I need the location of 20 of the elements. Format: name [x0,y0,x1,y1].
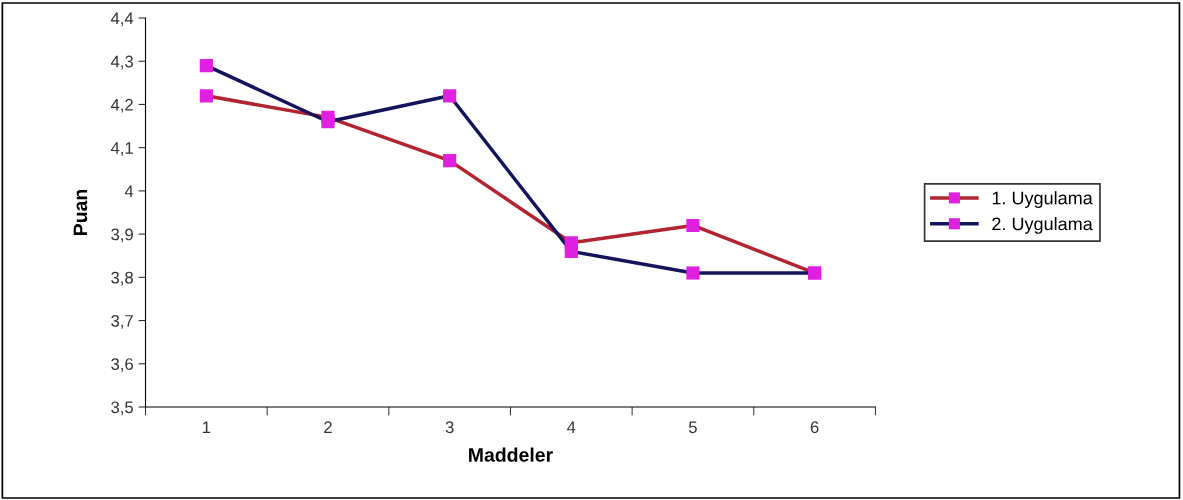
x-tick-label: 4 [567,421,576,433]
y-tick-label: 3,7 [111,314,133,329]
y-tick-label: 4,1 [110,142,133,156]
y-tick-label: 4 [124,185,134,197]
x-tick-label: 5 [688,421,697,434]
y-tick-label: 3,6 [111,358,133,372]
y-tick-label: 4,2 [110,98,133,113]
y-tick-label: 3,9 [111,228,133,243]
y-axis-title: Puan [73,189,88,235]
legend-label: 2. Uygulama [992,217,1093,234]
x-tick-label: 1 [202,421,211,433]
legend-label: 1. Uygulama [992,191,1093,208]
x-tick-label: 3 [445,421,454,434]
x-tick-label: 2 [324,421,332,433]
y-tick-label: 3,8 [111,271,133,286]
y-tick-label: 3,5 [111,401,134,416]
x-tick-label: 6 [810,421,819,434]
y-tick-label: 4,3 [110,55,133,70]
x-axis-title: Maddeler [469,447,553,462]
y-tick-label: 4,4 [110,12,134,27]
